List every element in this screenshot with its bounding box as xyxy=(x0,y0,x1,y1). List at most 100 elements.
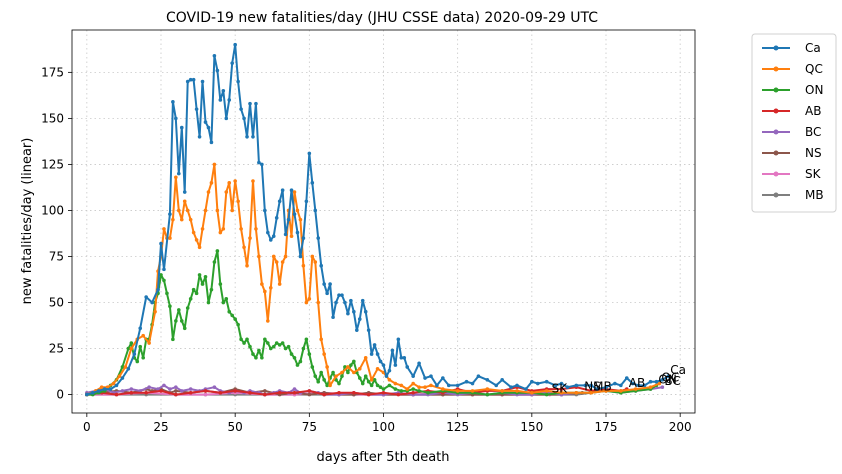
data-point-ca xyxy=(179,125,184,130)
data-point-ca xyxy=(654,379,659,384)
data-point-ca xyxy=(470,381,475,386)
data-point-ca xyxy=(215,68,220,73)
data-point-on xyxy=(301,346,306,351)
data-point-on xyxy=(263,337,267,342)
data-point-ca xyxy=(384,374,389,378)
data-point-on xyxy=(135,359,140,364)
data-point-qc xyxy=(500,389,504,393)
data-point-on xyxy=(179,319,184,323)
data-point-ca xyxy=(85,392,89,397)
data-point-ca xyxy=(325,291,329,296)
data-point-qc xyxy=(429,383,433,388)
series-line-ab xyxy=(86,386,628,396)
data-point-qc xyxy=(171,217,175,222)
data-point-ca xyxy=(399,355,404,360)
data-point-qc xyxy=(340,370,344,375)
data-point-ab xyxy=(337,390,341,395)
y-axis: 0 25 50 75 100 125 150 175 xyxy=(41,65,72,402)
data-point-qc xyxy=(162,227,166,231)
data-point-on xyxy=(352,359,356,364)
data-point-bc xyxy=(162,383,166,388)
series-line-on xyxy=(86,250,657,396)
data-point-on xyxy=(387,383,392,388)
data-point-ca xyxy=(156,287,160,292)
data-point-on xyxy=(260,355,264,360)
data-point-on xyxy=(417,389,421,393)
plot-frame xyxy=(71,29,696,414)
data-point-ca xyxy=(530,379,534,384)
legend-label-qc: QC xyxy=(805,62,823,76)
data-point-on xyxy=(292,355,297,360)
series-layer xyxy=(85,42,671,397)
x-tick-label: 100 xyxy=(372,420,395,434)
x-tick-label: 25 xyxy=(153,420,168,434)
y-tick-label: 75 xyxy=(49,249,64,263)
data-point-ca xyxy=(595,387,599,391)
data-point-ca xyxy=(221,88,226,93)
legend-marker-mb xyxy=(773,192,779,198)
legend-marker-sk xyxy=(773,171,779,177)
data-point-ca xyxy=(604,385,608,390)
data-point-ab xyxy=(174,392,178,397)
data-point-on xyxy=(200,282,205,286)
end-label-sk: SK xyxy=(552,382,569,396)
x-tick-label: 125 xyxy=(446,420,469,434)
data-point-ca xyxy=(144,295,148,299)
data-point-on xyxy=(393,387,398,391)
data-point-qc xyxy=(221,227,226,231)
data-point-ca xyxy=(319,263,324,268)
data-point-ca xyxy=(120,376,125,380)
data-point-sk xyxy=(203,392,208,397)
data-point-ca xyxy=(322,282,326,286)
y-tick-label: 0 xyxy=(56,388,64,402)
data-point-ca xyxy=(301,236,306,240)
data-point-ca xyxy=(257,160,261,165)
data-point-qc xyxy=(307,297,312,301)
data-point-ab xyxy=(366,392,371,397)
data-point-qc xyxy=(289,234,294,239)
data-point-qc xyxy=(177,208,181,213)
legend-label-bc: BC xyxy=(805,125,821,139)
data-point-on xyxy=(357,376,362,380)
data-point-qc xyxy=(316,300,321,305)
data-point-ab xyxy=(277,390,282,395)
data-point-on xyxy=(141,355,145,360)
data-point-qc xyxy=(574,390,579,395)
data-point-ca xyxy=(355,328,359,332)
data-point-ca xyxy=(340,293,344,297)
data-point-on xyxy=(185,306,190,310)
data-point-ca xyxy=(162,267,166,272)
x-axis-label: days after 5th death xyxy=(317,450,450,465)
data-point-ns xyxy=(174,389,178,393)
data-point-on xyxy=(171,337,175,342)
data-point-qc xyxy=(334,374,338,378)
data-point-on xyxy=(346,370,350,375)
data-point-bc xyxy=(147,385,151,390)
data-point-qc xyxy=(292,190,297,194)
data-point-qc xyxy=(313,260,318,264)
data-point-bc xyxy=(188,387,193,391)
data-point-on xyxy=(304,337,309,342)
data-point-ca xyxy=(405,365,410,369)
data-point-qc xyxy=(363,355,368,360)
data-point-ca xyxy=(352,309,356,314)
data-point-qc xyxy=(236,199,240,204)
data-point-ca xyxy=(346,311,350,316)
data-point-ca xyxy=(182,190,187,194)
data-point-ca xyxy=(126,367,131,371)
data-point-qc xyxy=(200,227,205,231)
x-axis: 0 25 50 75 100 125 150 175 200 xyxy=(83,413,692,434)
data-point-ca xyxy=(277,199,282,204)
data-point-ca xyxy=(559,381,564,386)
data-point-qc xyxy=(212,162,217,167)
data-point-qc xyxy=(260,282,264,286)
data-point-qc xyxy=(417,385,421,390)
data-point-on xyxy=(266,341,270,345)
data-point-ca xyxy=(254,101,258,106)
data-point-ca xyxy=(177,171,181,176)
data-point-ca xyxy=(363,309,368,314)
data-point-qc xyxy=(328,383,332,388)
data-point-qc xyxy=(485,387,490,391)
data-point-qc xyxy=(346,365,350,369)
